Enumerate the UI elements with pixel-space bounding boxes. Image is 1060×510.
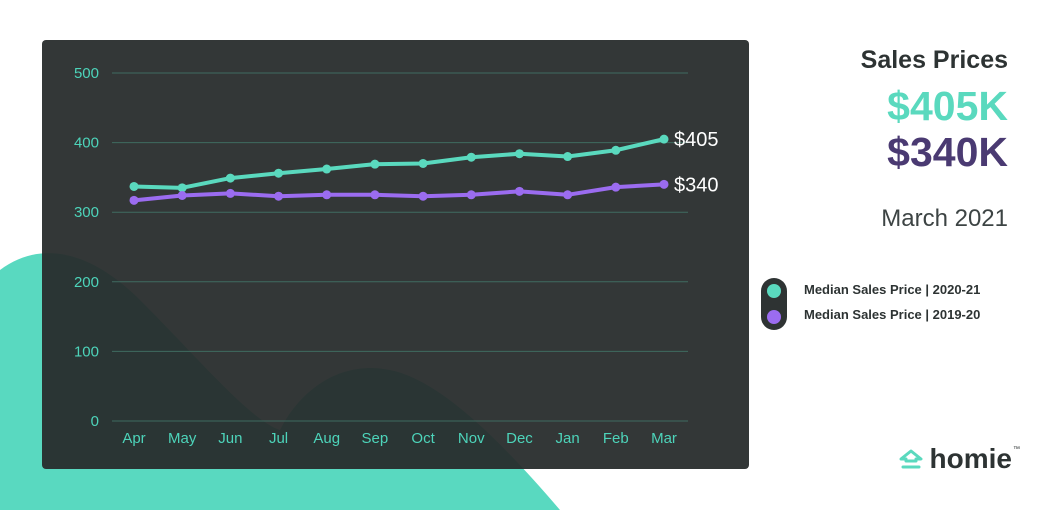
house-icon (899, 449, 923, 469)
legend-label-2020-21: Median Sales Price | 2020-21 (804, 282, 981, 297)
x-tick-label: May (168, 430, 197, 447)
data-point (274, 168, 284, 178)
data-point (274, 191, 284, 201)
x-tick-label: Apr (122, 430, 145, 447)
legend-label-2019-20: Median Sales Price | 2019-20 (804, 307, 981, 322)
data-point (370, 190, 380, 200)
series-line (132, 182, 666, 203)
data-point (370, 159, 380, 169)
data-point (129, 195, 139, 205)
x-tick-label: Jan (556, 430, 580, 447)
logo-wordmark: homie (929, 443, 1012, 474)
x-tick-label: Aug (313, 430, 340, 447)
x-tick-label: Mar (651, 430, 677, 447)
x-tick-label: Feb (603, 430, 629, 447)
data-point (225, 173, 235, 183)
x-tick-label: Oct (411, 430, 435, 447)
data-point (611, 182, 621, 192)
x-tick-label: Jul (269, 430, 288, 447)
data-point (466, 190, 476, 200)
data-point (659, 179, 669, 189)
series-line (132, 137, 666, 190)
x-tick-label: Nov (458, 430, 485, 447)
data-point (563, 152, 573, 162)
value-2019-20: $340K (887, 129, 1008, 175)
y-tick-label: 400 (74, 135, 99, 152)
legend-dot-2020-21 (767, 284, 781, 298)
data-point (418, 191, 428, 201)
x-tick-label: Sep (362, 430, 389, 447)
data-point (563, 190, 573, 200)
data-point (322, 164, 332, 174)
end-value-label: $340 (674, 174, 719, 196)
logo-trademark: ™ (1013, 445, 1020, 453)
data-point (418, 158, 428, 168)
date-label: March 2021 (881, 205, 1008, 232)
data-point (659, 134, 669, 144)
x-tick-label: Jun (218, 430, 242, 447)
homie-logo: homie ™ (898, 443, 1020, 475)
legend-pill (761, 278, 787, 330)
y-tick-label: 100 (74, 343, 99, 360)
summary-panel: Sales Prices $405K $340K March 2021 (861, 46, 1008, 233)
summary-title: Sales Prices (860, 46, 1008, 74)
data-point (466, 152, 476, 162)
line-chart: 0 100 200 300 400 500 Apr May Jun Jul Aug Sep Oct Nov… (74, 65, 719, 447)
y-tick-label: 0 (91, 413, 99, 430)
data-point (177, 190, 187, 200)
y-tick-label: 300 (74, 204, 99, 221)
data-point (177, 183, 187, 193)
data-point (514, 149, 524, 159)
chart-panel: 0 100 200 300 400 500 Apr May Jun Jul Aug Sep Oct Nov… (42, 40, 749, 469)
y-tick-label: 200 (74, 274, 99, 291)
data-point (611, 145, 621, 155)
data-point (225, 188, 235, 198)
value-2020-21: $405K (887, 83, 1008, 129)
data-point (129, 181, 139, 191)
legend-dot-2019-20 (767, 310, 781, 324)
x-tick-label: Dec (506, 430, 533, 447)
data-point (514, 186, 524, 196)
y-tick-label: 500 (74, 65, 99, 82)
end-value-label: $405 (674, 129, 719, 151)
data-point (322, 190, 332, 200)
